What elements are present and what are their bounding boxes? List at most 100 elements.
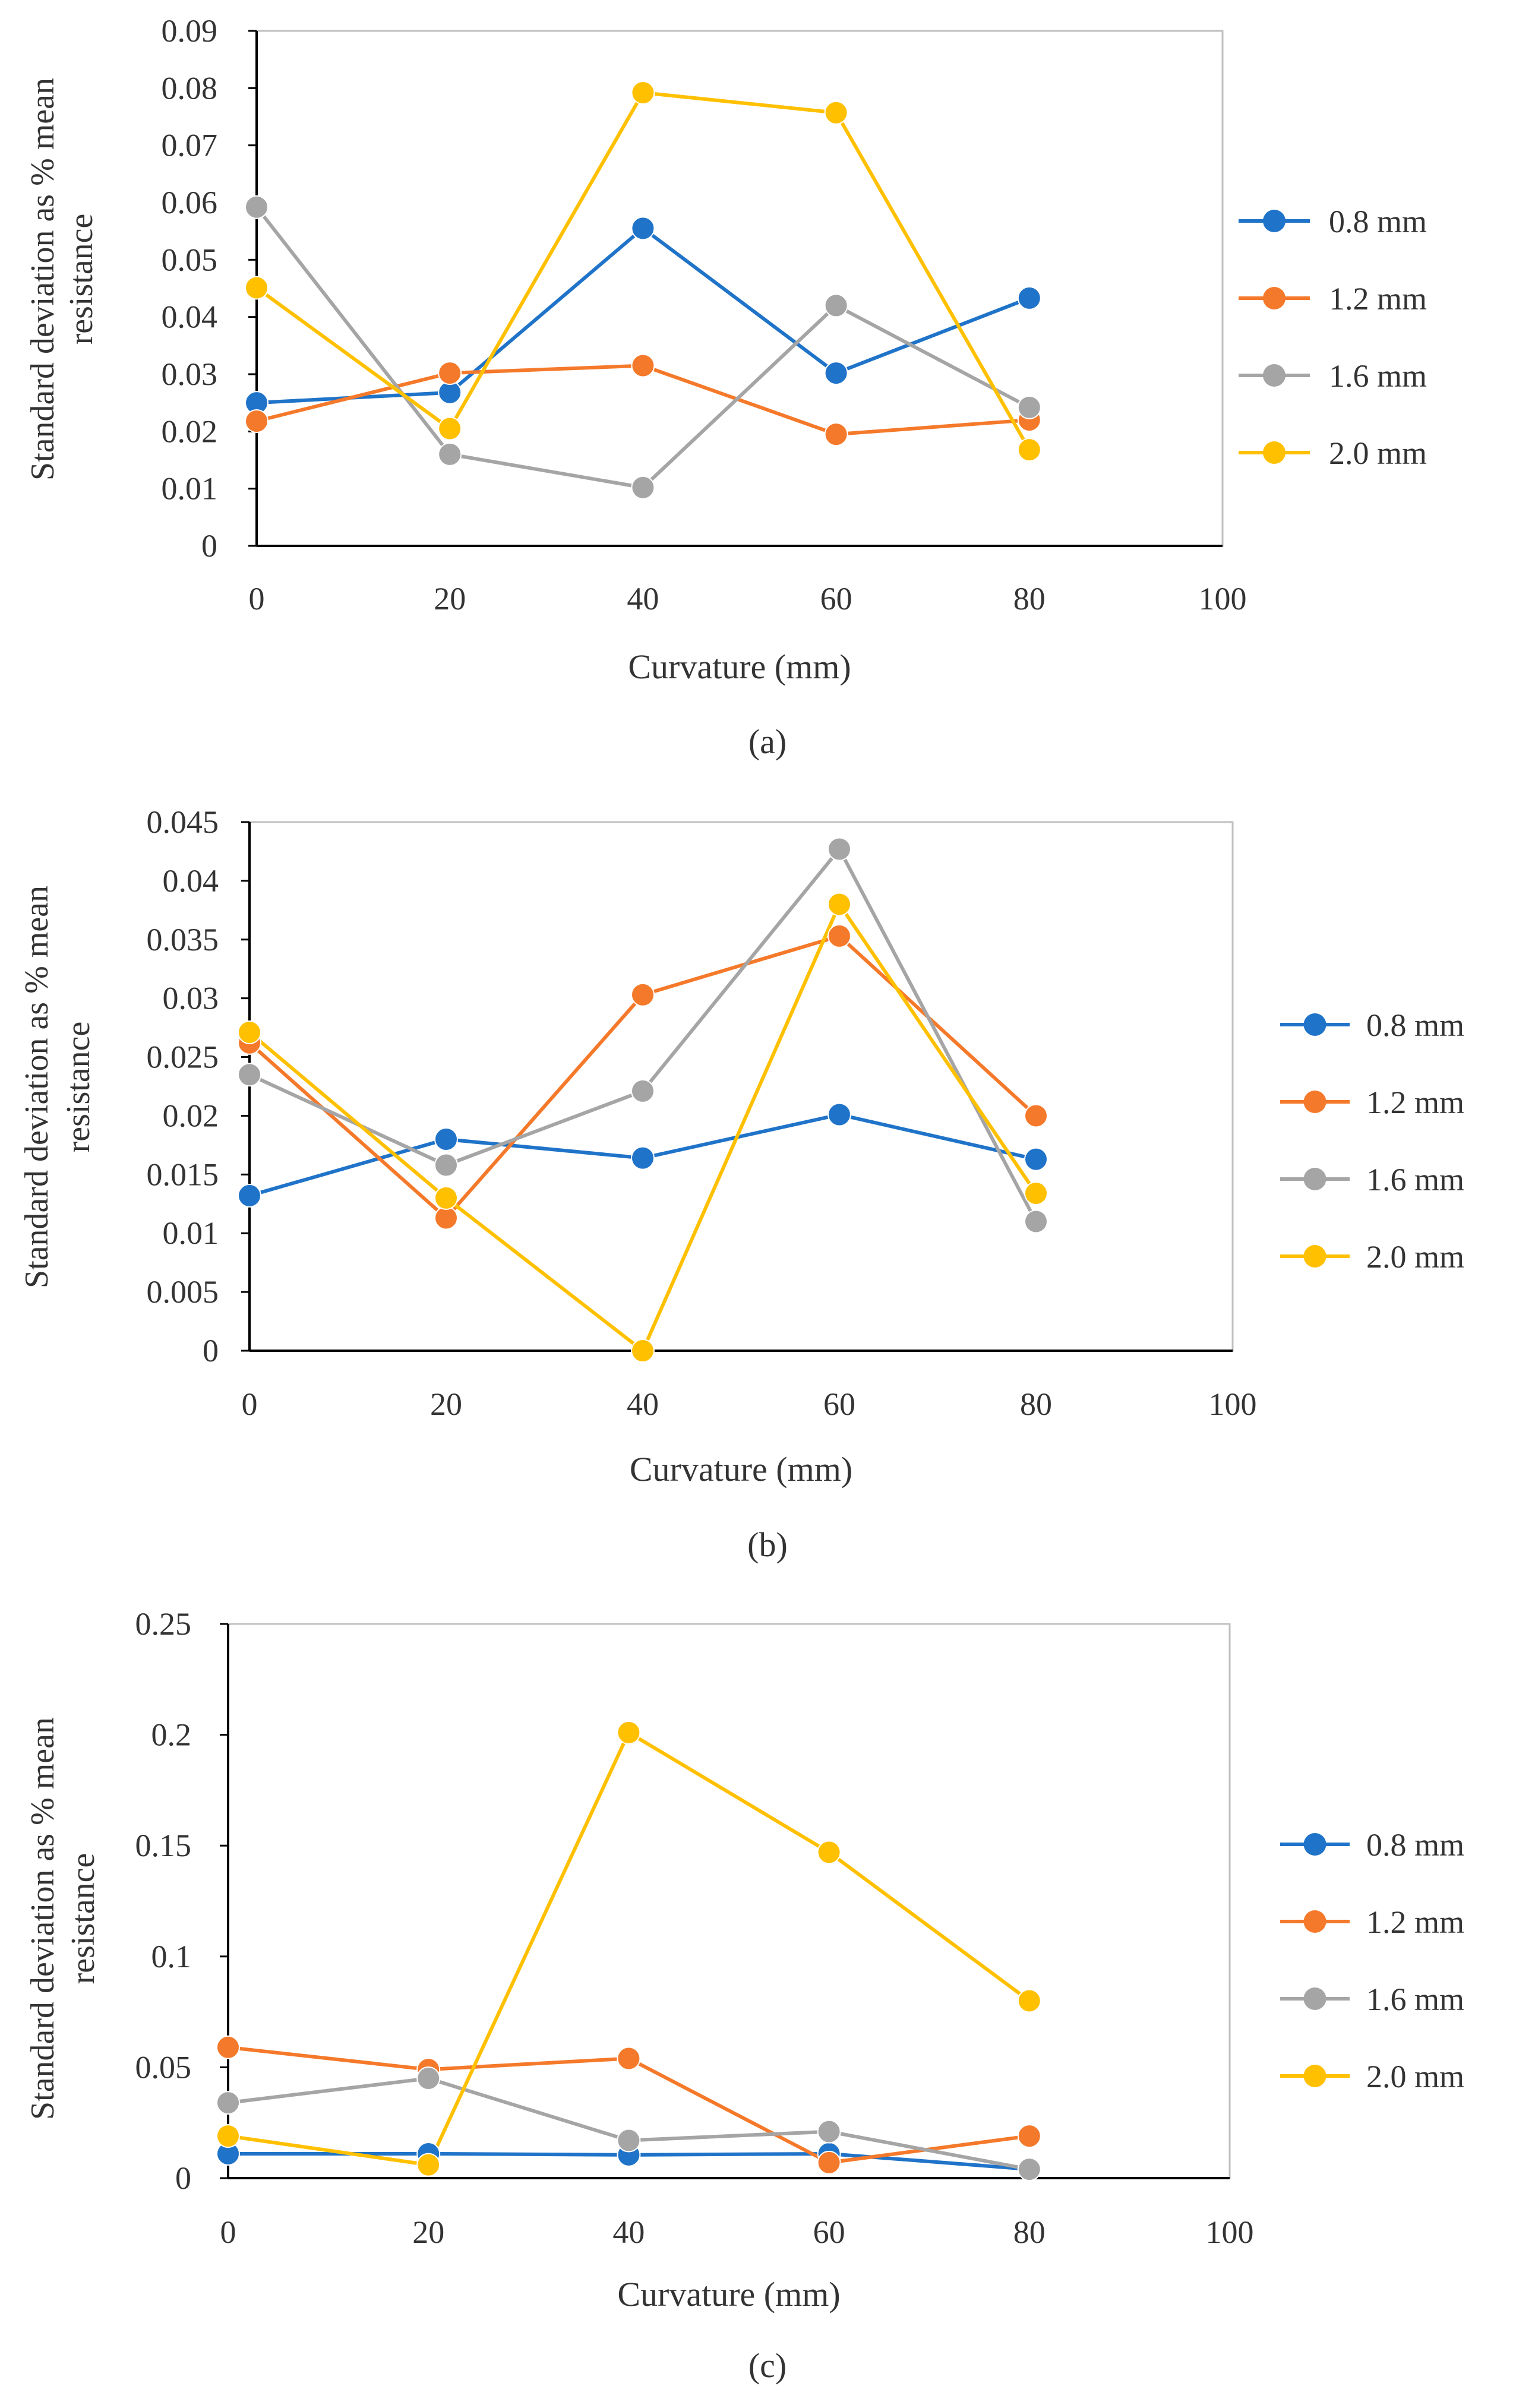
data-point [631, 982, 655, 1007]
data-point [1024, 1209, 1048, 1234]
data-point [631, 216, 655, 241]
legend-label: 0.8 mm [1366, 1007, 1464, 1043]
legend-label: 0.8 mm [1366, 1827, 1464, 1863]
data-point [631, 1079, 655, 1103]
y-tick-label: 0.09 [162, 13, 218, 49]
data-point [1017, 438, 1041, 462]
y-tick-label: 0.03 [162, 356, 218, 392]
chart-b: 0 0.005 0.01 0.015 0.02 0.025 0.03 0.035 0.04 0.0… [18, 804, 1464, 1564]
y-axis-title: resistance [65, 1853, 102, 1984]
data-point [817, 2119, 841, 2144]
x-tick-label: 100 [1209, 1386, 1257, 1422]
legend-marker [1303, 1013, 1326, 1036]
data-point [216, 2124, 240, 2148]
legend-label: 1.2 mm [1366, 1904, 1464, 1940]
panel-caption: (c) [748, 2346, 787, 2385]
y-tick-label: 0.05 [162, 242, 218, 277]
data-point [824, 361, 848, 385]
y-tick-label: 0.045 [147, 804, 219, 840]
y-tick-label: 0.15 [135, 1828, 192, 1863]
chart-c: 0 0.05 0.1 0.15 0.2 0.25 0 20 40 60 80 100 Curvature… [24, 1606, 1464, 2385]
y-tick-label: 0 [203, 1333, 219, 1369]
legend-label: 2.0 mm [1329, 435, 1427, 471]
y-tick-label: 0.01 [162, 471, 218, 507]
y-tick-label: 0.25 [135, 1606, 192, 1642]
data-point [238, 1183, 261, 1208]
data-point [827, 1102, 851, 1127]
data-point [1024, 1104, 1048, 1128]
x-tick-label: 60 [823, 1386, 855, 1422]
chart-panel-b: 0 0.005 0.01 0.015 0.02 0.025 0.03 0.035 0.04 0.0… [0, 790, 1535, 1586]
panel-caption: (b) [747, 1525, 788, 1564]
legend-marker [1263, 210, 1286, 232]
data-point [824, 293, 848, 318]
data-point [631, 475, 655, 500]
y-tick-label: 0 [175, 2160, 191, 2196]
legend-marker [1263, 364, 1286, 387]
x-tick-label: 40 [612, 2214, 645, 2250]
y-axis-title: Standard deviation as % mean [24, 78, 61, 481]
data-point [617, 2128, 641, 2153]
y-axis-title: Standard deviation as % mean [18, 886, 55, 1288]
data-point [416, 2066, 441, 2091]
data-point [617, 1720, 641, 1745]
legend-label: 1.6 mm [1329, 358, 1427, 394]
plot-area-frame [248, 821, 1234, 1352]
data-point [216, 2035, 240, 2059]
x-tick-label: 80 [1013, 581, 1046, 617]
plot-area-frame [255, 30, 1224, 547]
chart-a: 0 0.01 0.02 0.03 0.04 0.05 0.06 0.07 0.08 0.09 0 20… [24, 13, 1427, 761]
y-tick-label: 0.015 [147, 1156, 219, 1192]
data-point [1017, 286, 1041, 310]
data-point [434, 1206, 458, 1230]
legend-label: 2.0 mm [1366, 2059, 1464, 2094]
y-tick-label: 0.05 [135, 2049, 192, 2085]
data-point [216, 2091, 240, 2115]
y-tick-label: 0.02 [163, 1098, 219, 1133]
legend-label: 1.2 mm [1366, 1085, 1464, 1120]
data-point [631, 81, 655, 105]
x-tick-label: 40 [627, 1386, 659, 1422]
legend-marker [1303, 1245, 1326, 1268]
y-axis-title: Standard deviation as % mean [24, 1717, 61, 2120]
y-tick-label: 0 [201, 528, 217, 564]
series-line [248, 934, 1038, 1220]
data-point [824, 100, 848, 125]
data-point [245, 409, 269, 433]
data-point [631, 1146, 655, 1170]
y-tick-label: 0.04 [162, 299, 218, 335]
chart-panel-a: 0 0.01 0.02 0.03 0.04 0.05 0.06 0.07 0.08 0.09 0 20… [0, 0, 1535, 790]
data-point [1017, 2157, 1041, 2182]
data-point [1017, 1989, 1041, 2013]
y-tick-label: 0.01 [163, 1215, 219, 1251]
data-point [434, 1153, 458, 1177]
data-point [434, 1186, 458, 1210]
x-tick-label: 80 [1013, 2214, 1046, 2250]
data-point [827, 837, 851, 861]
legend-marker [1263, 287, 1286, 309]
y-tick-label: 0.2 [151, 1717, 192, 1753]
x-tick-label: 60 [820, 581, 852, 617]
x-tick-label: 20 [430, 1386, 462, 1422]
panel-caption: (a) [748, 722, 787, 761]
data-point [617, 2046, 641, 2071]
data-point [238, 1020, 261, 1045]
data-point [1024, 1181, 1048, 1205]
plot-area-frame [227, 1623, 1231, 2179]
y-tick-label: 0.02 [162, 413, 218, 449]
data-point [416, 2153, 441, 2177]
y-tick-label: 0.03 [163, 981, 219, 1016]
data-point [631, 353, 655, 378]
data-point [817, 1840, 841, 1865]
data-point [1017, 2124, 1041, 2148]
legend-marker [1303, 2065, 1326, 2087]
x-tick-label: 20 [412, 2214, 444, 2250]
x-tick-label: 0 [249, 581, 265, 617]
legend-marker [1303, 1833, 1326, 1856]
x-tick-label: 80 [1020, 1386, 1052, 1422]
legend-label: 0.8 mm [1329, 204, 1427, 239]
x-tick-label: 0 [242, 1386, 258, 1422]
legend-marker [1303, 1091, 1326, 1113]
data-point [245, 276, 269, 300]
x-tick-label: 20 [434, 581, 466, 617]
